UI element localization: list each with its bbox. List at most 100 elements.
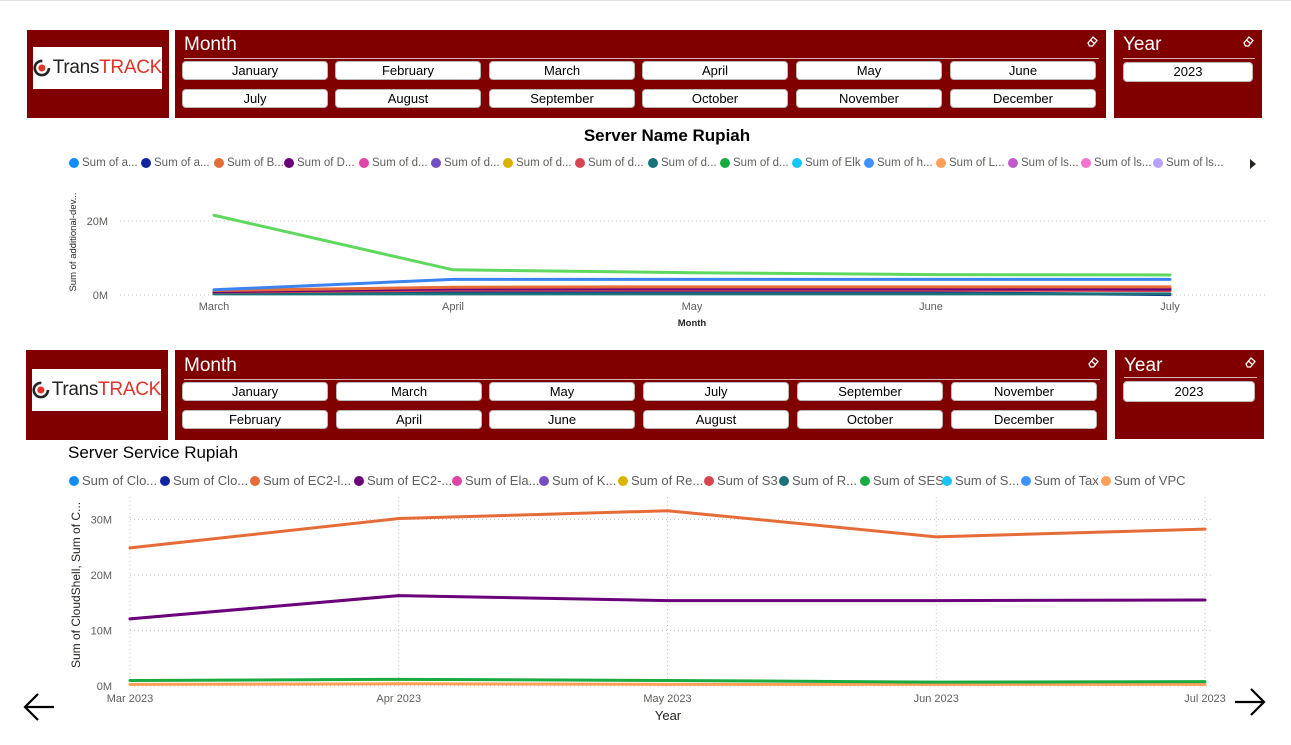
x-axis-title: Month [678, 318, 707, 329]
legend-item[interactable]: Sum of h... [864, 157, 933, 169]
legend-label: Sum of S3 [717, 473, 778, 488]
month-button-june[interactable]: June [950, 61, 1096, 80]
month-button-april[interactable]: April [642, 61, 788, 80]
eraser-icon[interactable] [1085, 34, 1099, 48]
slicer-divider [184, 379, 1100, 380]
x-tick-label: May 2023 [643, 693, 691, 705]
legend-swatch [704, 475, 714, 486]
legend-item[interactable]: Sum of Ela... [452, 473, 539, 488]
month-button-september[interactable]: September [489, 89, 635, 108]
chart-title-server-name: Server Name Rupiah [583, 126, 751, 145]
legend-item[interactable]: Sum of a... [141, 157, 210, 169]
legend-item[interactable]: Sum of Re... [618, 473, 703, 488]
legend-label: Sum of B... [227, 157, 284, 169]
month-button-january[interactable]: January [182, 382, 328, 401]
series-line [128, 594, 1207, 621]
month-button-july[interactable]: July [182, 89, 328, 108]
legend-swatch [864, 158, 874, 168]
legend-item[interactable]: Sum of B... [214, 157, 284, 169]
month-button-december[interactable]: December [950, 89, 1096, 108]
month-button-december[interactable]: December [951, 410, 1097, 429]
legend-swatch [431, 158, 441, 168]
legend-swatch [284, 158, 294, 168]
legend-swatch [936, 158, 946, 168]
legend-item[interactable]: Sum of a... [69, 157, 138, 169]
arrow-right-icon[interactable] [1233, 687, 1267, 717]
month-button-january[interactable]: January [182, 61, 328, 80]
legend-swatch [359, 158, 369, 168]
month-button-february[interactable]: February [182, 410, 328, 429]
month-button-august[interactable]: August [643, 410, 789, 429]
series-line [212, 285, 1172, 293]
legend-item[interactable]: Sum of ls... [1008, 157, 1079, 169]
year-slicer-top: Year 2023 [1114, 30, 1262, 118]
legend-item[interactable]: Sum of L... [936, 157, 1005, 169]
month-button-may[interactable]: May [796, 61, 942, 80]
legend-item[interactable]: Sum of K... [539, 473, 616, 488]
legend-item[interactable]: Sum of d... [431, 157, 500, 169]
x-tick-label: Jul 2023 [1184, 693, 1226, 705]
legend-item[interactable]: Sum of EC2-l... [250, 473, 351, 488]
year-slicer-title: Year [1124, 355, 1163, 376]
legend-item[interactable]: Sum of Clo... [69, 473, 157, 488]
arrow-left-icon[interactable] [22, 692, 56, 722]
month-button-july[interactable]: July [643, 382, 789, 401]
legend-label: Sum of d... [588, 157, 644, 169]
legend-swatch [1008, 158, 1018, 168]
month-button-june[interactable]: June [489, 410, 635, 429]
month-button-march[interactable]: March [489, 61, 635, 80]
legend-item[interactable]: Sum of Clo... [160, 473, 248, 488]
legend-swatch [720, 158, 730, 168]
logo-text-track: TRACK [99, 57, 162, 78]
legend-item[interactable]: Sum of d... [359, 157, 428, 169]
year-button-2023[interactable]: 2023 [1123, 62, 1253, 82]
legend-item[interactable]: Sum of ls... [1081, 157, 1152, 169]
legend-label: Sum of d... [733, 157, 789, 169]
legend-item[interactable]: Sum of VPC [1101, 473, 1186, 488]
legend-item[interactable]: Sum of d... [575, 157, 644, 169]
legend-item[interactable]: Sum of Elk [792, 157, 861, 169]
legend-label: Sum of d... [661, 157, 717, 169]
month-button-may[interactable]: May [489, 382, 635, 401]
year-slicer-title: Year [1123, 34, 1162, 55]
legend-swatch [1021, 475, 1031, 486]
legend-item[interactable]: Sum of d... [648, 157, 717, 169]
month-button-april[interactable]: April [336, 410, 482, 429]
month-button-november[interactable]: November [796, 89, 942, 108]
legend-item[interactable]: Sum of EC2-... [354, 473, 452, 488]
month-button-august[interactable]: August [335, 89, 481, 108]
legend-label: Sum of L... [949, 157, 1005, 169]
month-button-february[interactable]: February [335, 61, 481, 80]
legend-scroll-right-icon[interactable] [1249, 159, 1257, 169]
eraser-icon[interactable] [1086, 355, 1100, 369]
legend-swatch [452, 475, 462, 486]
legend-item[interactable]: Sum of d... [720, 157, 789, 169]
month-button-october[interactable]: October [642, 89, 788, 108]
year-button-2023[interactable]: 2023 [1123, 381, 1255, 402]
legend-item[interactable]: Sum of Tax [1021, 473, 1099, 488]
legend-label: Sum of S... [955, 473, 1020, 488]
legend-swatch [539, 475, 549, 486]
month-button-november[interactable]: November [951, 382, 1097, 401]
legend-item[interactable]: Sum of S... [942, 473, 1019, 488]
legend-item[interactable]: Sum of d... [503, 157, 572, 169]
legend-item[interactable]: Sum of S3 [704, 473, 778, 488]
transtrack-logo: Trans TRACK [32, 369, 161, 411]
series-line [128, 682, 1207, 686]
month-button-september[interactable]: September [797, 382, 943, 401]
legend-item[interactable]: Sum of D... [284, 157, 355, 169]
month-button-march[interactable]: March [336, 382, 482, 401]
legend-label: Sum of VPC [1114, 473, 1186, 488]
legend-swatch [779, 475, 789, 486]
legend-item[interactable]: Sum of SES [860, 473, 944, 488]
eraser-icon[interactable] [1243, 355, 1257, 369]
legend-swatch [942, 475, 952, 486]
legend-label: Sum of Clo... [173, 473, 249, 488]
y-tick-label: 20M [87, 216, 108, 228]
legend-item[interactable]: Sum of ls... [1153, 157, 1224, 169]
month-button-october[interactable]: October [797, 410, 943, 429]
legend-label: Sum of Ela... [465, 473, 540, 488]
eraser-icon[interactable] [1241, 34, 1255, 48]
legend-item[interactable]: Sum of R... [779, 473, 857, 488]
chart2-plot: 0M 10M 20M 30M Mar 2023 Apr 2023 May 2023 Jun 2… [69, 495, 1226, 723]
